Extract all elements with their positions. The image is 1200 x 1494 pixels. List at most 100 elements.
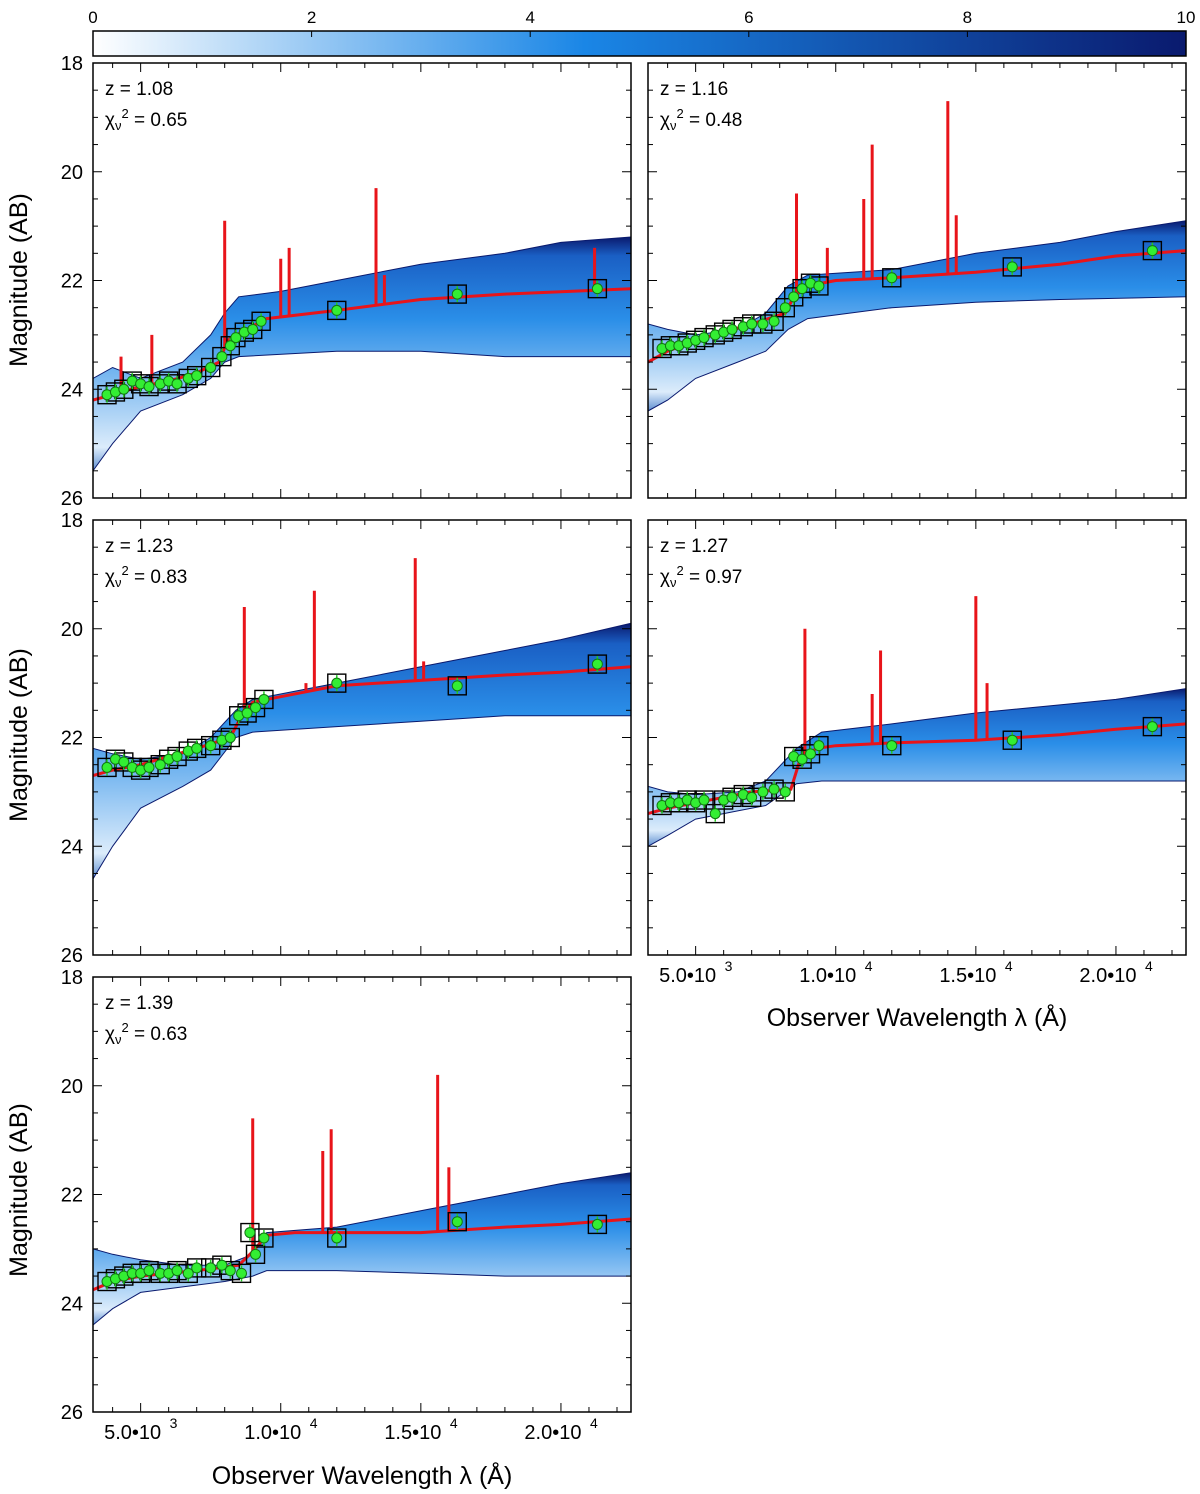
y-tick-label: 26 [61,488,83,510]
photometry-point [205,362,217,373]
photometry-point [757,318,769,330]
model-flux-box [254,1228,274,1248]
chi-square-annotation: χν2 = 0.83 [105,563,187,590]
model-flux-box [587,654,608,674]
model-flux-box [251,311,271,331]
photometry-point [216,351,228,363]
photometry-point [143,381,155,393]
photometry-point [230,332,242,344]
photometry-point [698,332,710,344]
photometry-point [118,383,130,395]
x-tick-exponent: 4 [865,958,873,974]
chi-square-annotation: χν2 = 0.63 [105,1020,187,1047]
x-axis-label-right: Observer Wavelength λ (Å) [767,1002,1068,1032]
model-flux-box [587,278,608,299]
photometry-point [101,761,113,773]
model-envelope [648,688,1186,847]
photometry-point [224,340,236,352]
model-flux-box [882,268,902,288]
photometry-point [171,378,183,390]
photometry-point [779,302,791,314]
photometry-point [1146,245,1158,257]
colorbar-tick-label: 4 [525,8,534,27]
panel-4: 5.0•10 3 1.0•10 4 1.5•10 4 2.0•10 4 z = 1.27 χν2 … [647,519,1187,987]
photometry-point [726,791,738,803]
model-flux-box [809,735,829,756]
redshift-annotation: z = 1.39 [105,993,173,1014]
photometry-point [746,791,758,803]
model-flux-box [587,1214,608,1235]
photometry-point [205,1262,217,1274]
model-flux-box [1142,240,1163,261]
x-tick-label: 1.5•10 [939,965,996,987]
model-envelope [93,1172,631,1326]
model-flux-box [327,673,347,693]
panel-3: 18 20 22 24 26 z = 1.23 χν2 = 0.83 [61,510,632,967]
y-tick-label: 22 [61,728,83,750]
photometry-point [205,740,217,752]
photometry-point [143,1265,155,1277]
x-tick-label: 2.0•10 [524,1422,581,1444]
photometry-point [813,280,825,292]
x-tick-label: 5.0•10 [659,965,716,987]
model-flux-box [1002,257,1022,277]
y-tick-label: 18 [61,53,83,75]
plot-area [93,558,631,880]
photometry-point [331,1232,343,1244]
panel-2: z = 1.16 χν2 = 0.48 [647,62,1187,499]
x-tick-exponent: 3 [170,1415,178,1431]
photometry-point [886,272,898,284]
photometry-point [1006,734,1018,746]
x-tick-label: 2.0•10 [1079,965,1136,987]
photometry-point [118,756,130,768]
photometry-point [746,318,758,330]
photometry-point [250,1248,262,1260]
model-flux-box [200,357,221,378]
x-tick-exponent: 3 [725,958,733,974]
chi-square-annotation: χν2 = 0.48 [660,106,742,133]
y-tick-label: 18 [61,510,83,532]
photometry-point [191,370,203,382]
photometry-point [171,751,183,763]
y-tick-label: 20 [61,1076,83,1098]
photometry-point [813,740,825,752]
photometry-point [779,786,791,798]
model-flux-box [220,336,241,356]
colorbar-ticks: 0 2 4 6 8 10 [88,8,1195,37]
photometry-point [224,1265,236,1277]
photometry-point [796,753,808,765]
photometry-point [236,1267,248,1279]
model-flux-box [1002,730,1022,750]
y-tick-label: 22 [61,271,83,293]
model-flux-box [447,284,467,304]
model-flux-box [200,735,221,756]
model-flux-box [447,676,467,696]
photometry-point [788,291,800,303]
y-tick-label: 24 [61,836,83,858]
model-envelope [648,220,1186,412]
x-tick-label: 1.0•10 [244,1422,301,1444]
x-tick-exponent: 4 [590,1415,598,1431]
photometry-point [182,1267,194,1279]
photometry-point [451,288,463,300]
x-tick-label: 5.0•10 [104,1422,161,1444]
photometry-point [726,323,738,335]
photometry-point [171,1265,183,1277]
photometry-point [886,740,898,752]
model-envelope [93,622,631,880]
photometry-point [591,1218,603,1230]
model-flux-box [447,1211,467,1232]
redshift-annotation: z = 1.16 [660,79,728,100]
model-flux-box [1142,716,1163,737]
x-tick-exponent: 4 [310,1415,318,1431]
y-tick-label: 26 [61,1402,83,1424]
redshift-annotation: z = 1.23 [105,536,173,557]
photometry-point [244,1227,256,1239]
y-axis-label-row2: Magnitude (AB) [5,648,33,822]
colorbar-gradient [92,30,1187,57]
x-tick-exponent: 4 [450,1415,458,1431]
photometry-point [258,1232,270,1244]
panel-5: 18 20 22 24 26 5.0•10 3 1.0•10 4 1.5•10 4 2.0•10 4 z … [61,967,632,1444]
photometry-point [191,1262,203,1274]
colorbar-tick-label: 2 [307,8,316,27]
